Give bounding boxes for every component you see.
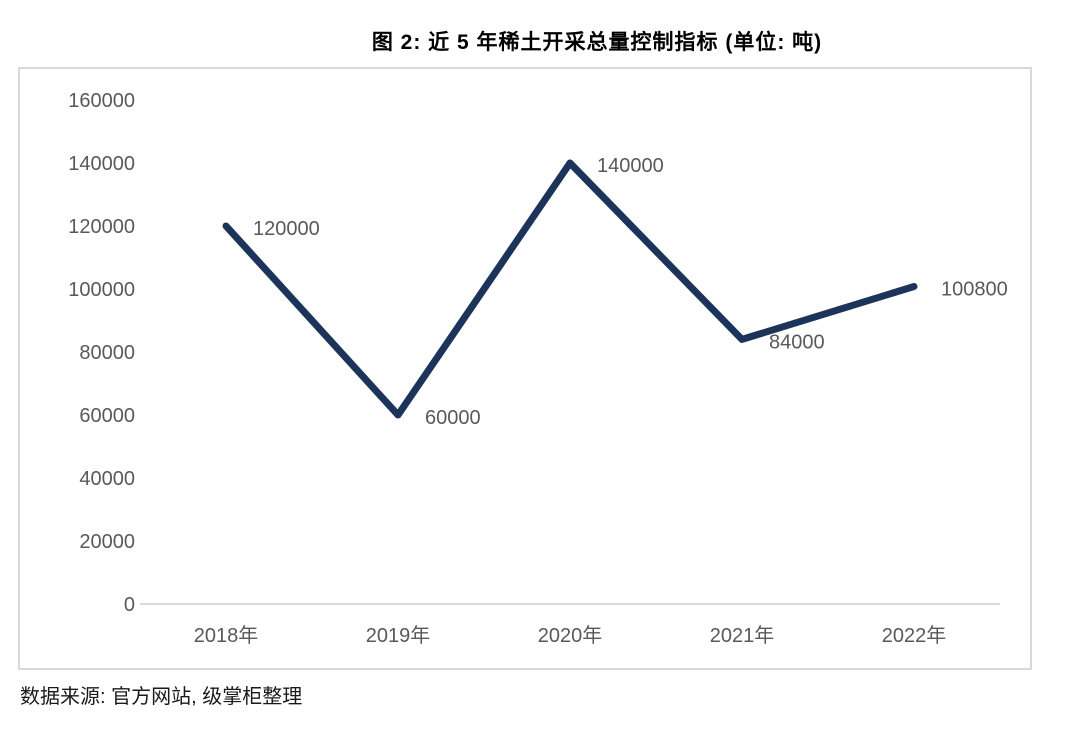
y-tick-label: 20000: [79, 531, 135, 553]
x-tick-label: 2022年: [882, 624, 947, 647]
x-tick-label: 2019年: [366, 624, 431, 647]
x-tick-label: 2021年: [710, 624, 775, 647]
data-label: 100800: [941, 278, 1008, 300]
source-note: 数据来源: 官方网站, 级掌柜整理: [20, 686, 303, 708]
y-tick-label: 140000: [68, 153, 135, 175]
y-tick-label: 40000: [79, 468, 135, 490]
data-label: 84000: [769, 331, 825, 353]
chart-plot-area: 160000 140000 120000 100000 80000 60000 40000 2…: [18, 67, 1032, 670]
line-chart: 160000 140000 120000 100000 80000 60000 40000 2…: [68, 90, 1008, 647]
data-label: 60000: [425, 407, 481, 429]
y-tick-label: 60000: [79, 405, 135, 427]
y-tick-label: 100000: [68, 279, 135, 301]
chart-title: 图 2: 近 5 年稀土开采总量控制指标 (单位: 吨): [371, 31, 823, 54]
series-line: [222, 159, 918, 419]
y-tick-label: 0: [124, 594, 135, 616]
y-tick-label: 120000: [68, 216, 135, 238]
data-label: 140000: [597, 155, 664, 177]
data-label: 120000: [253, 218, 320, 240]
x-tick-label: 2020年: [538, 624, 603, 647]
y-tick-label: 160000: [68, 90, 135, 112]
x-tick-label: 2018年: [194, 624, 259, 647]
y-tick-label: 80000: [79, 342, 135, 364]
